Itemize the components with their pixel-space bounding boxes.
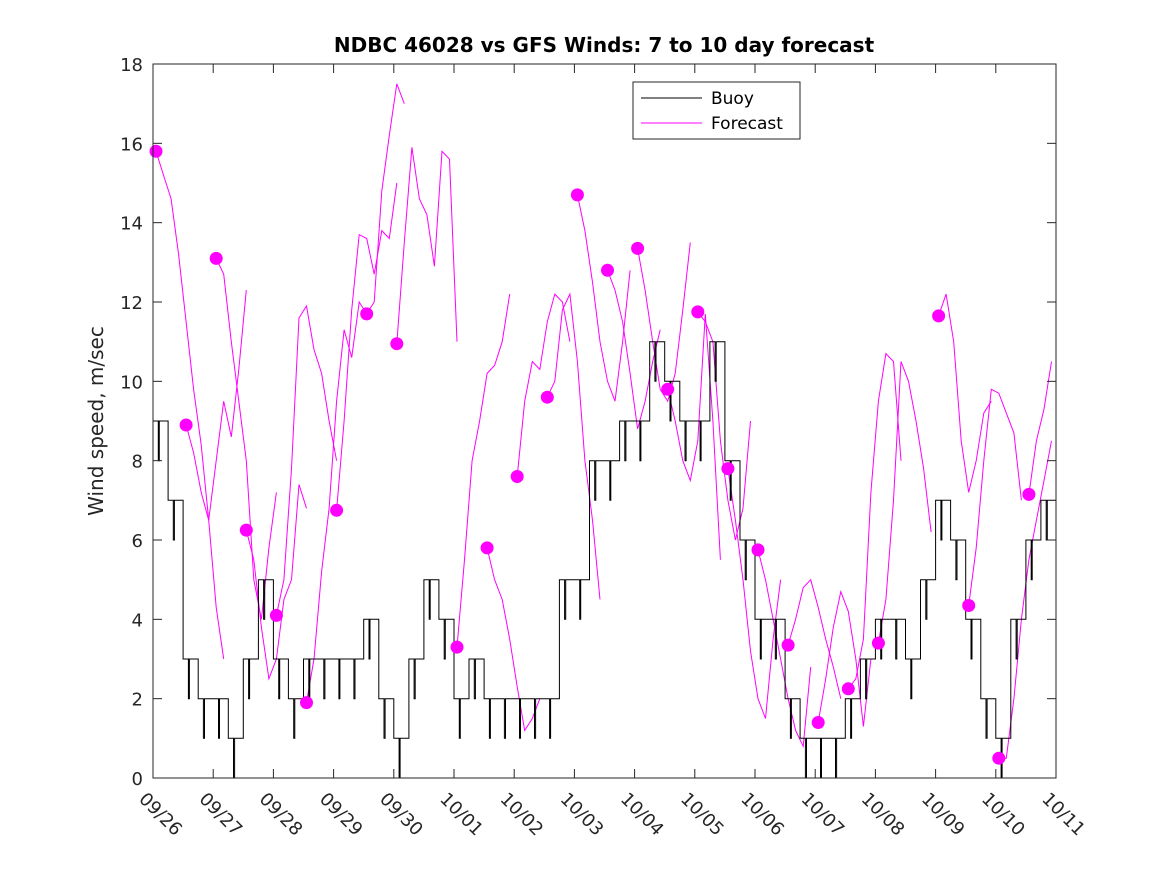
forecast-start-marker <box>811 716 825 729</box>
forecast-line <box>757 549 812 749</box>
forecast-start-marker <box>239 523 253 537</box>
forecast-start-marker <box>570 188 584 202</box>
forecast-start-marker <box>601 263 614 277</box>
forecast-start-marker <box>360 307 374 321</box>
forecast-start-marker <box>149 144 163 158</box>
forecast-start-marker <box>691 305 705 319</box>
forecast-line <box>847 352 902 690</box>
forecast-start-marker <box>631 241 645 255</box>
forecast-start-marker <box>390 337 404 351</box>
forecast-line <box>486 547 541 732</box>
forecast-line <box>456 294 511 648</box>
forecast-start-marker <box>1022 487 1036 501</box>
forecast-line <box>396 147 458 344</box>
chart-title: NDBC 46028 vs GFS Winds: 7 to 10 day for… <box>334 33 875 57</box>
forecast-start-marker <box>300 696 313 710</box>
forecast-markers <box>149 144 1036 765</box>
forecast-lines <box>155 83 1052 759</box>
legend-buoy-label: Buoy <box>711 89 754 109</box>
forecast-start-marker <box>962 599 976 612</box>
forecast-line <box>787 578 842 699</box>
y-tick-label: 4 <box>132 610 143 631</box>
y-tick-label: 16 <box>120 134 143 155</box>
forecast-line <box>275 304 338 616</box>
forecast-line <box>366 83 405 315</box>
forecast-start-marker <box>179 418 193 432</box>
axes-box <box>152 63 1057 779</box>
forecast-line <box>185 290 247 521</box>
forecast-start-marker <box>841 682 855 696</box>
forecast-start-marker <box>269 608 283 622</box>
legend-forecast-label: Forecast <box>711 114 783 134</box>
forecast-start-marker <box>992 751 1006 765</box>
forecast-line <box>155 151 225 660</box>
y-tick-label: 0 <box>132 769 143 790</box>
y-tick-label: 18 <box>120 55 143 76</box>
forecast-start-marker <box>932 309 946 323</box>
forecast-line <box>998 440 1052 759</box>
forecast-line <box>877 361 932 644</box>
forecast-start-marker <box>209 251 223 265</box>
forecast-line <box>667 313 721 560</box>
forecast-start-marker <box>330 503 344 517</box>
forecast-start-marker <box>751 543 765 557</box>
forecast-start-marker <box>661 382 675 396</box>
forecast-start-marker <box>540 390 554 404</box>
y-axis-label: Wind speed, m/sec <box>84 326 108 516</box>
forecast-line <box>637 242 691 403</box>
forecast-line <box>546 292 601 600</box>
forecast-start-marker <box>480 541 494 555</box>
forecast-line <box>938 293 992 493</box>
y-tick-label: 14 <box>120 214 143 235</box>
forecast-line <box>215 258 277 620</box>
forecast-line <box>516 293 571 477</box>
y-tick-label: 8 <box>132 452 143 473</box>
forecast-line <box>607 270 661 430</box>
legend-box <box>632 81 801 140</box>
buoy-line-group <box>153 341 1057 779</box>
forecast-start-marker <box>510 470 524 483</box>
forecast-start-marker <box>781 638 795 652</box>
forecast-line <box>1028 361 1052 495</box>
forecast-line <box>336 182 398 511</box>
forecast-start-marker <box>871 636 885 650</box>
forecast-line <box>817 589 872 727</box>
y-tick-label: 2 <box>132 690 143 711</box>
forecast-line <box>968 388 1022 606</box>
forecast-start-marker <box>721 462 735 476</box>
buoy-line <box>153 341 1057 779</box>
y-tick-label: 6 <box>132 531 143 552</box>
forecast-start-marker <box>450 640 464 654</box>
forecast-line <box>576 194 631 402</box>
y-tick-label: 12 <box>120 293 143 314</box>
forecast-line <box>727 468 782 719</box>
y-tick-label: 10 <box>120 372 143 393</box>
forecast-line <box>306 300 368 703</box>
legend: Buoy Forecast <box>632 81 801 140</box>
